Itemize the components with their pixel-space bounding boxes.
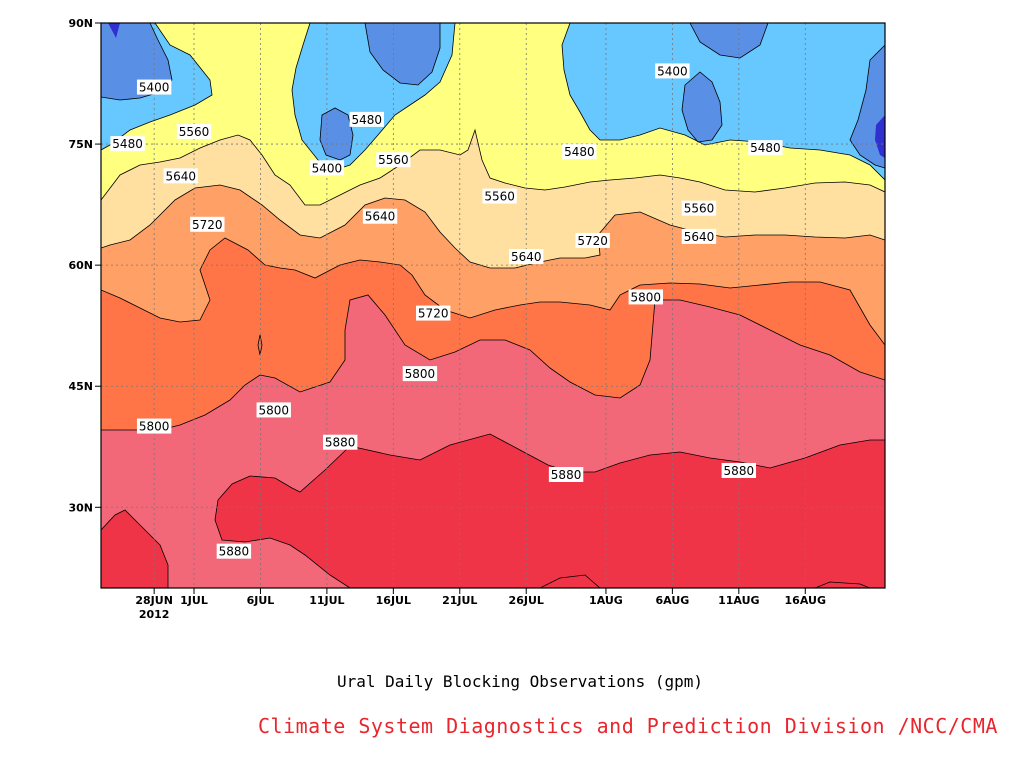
x-tick-label: 6AUG bbox=[655, 594, 689, 607]
contour-label: 5800 bbox=[631, 290, 662, 304]
contour-label-bg bbox=[721, 462, 757, 478]
contour-label: 5480 bbox=[351, 113, 382, 127]
contour-label-bg bbox=[349, 111, 384, 127]
contour-label: 5880 bbox=[724, 464, 755, 478]
contour-label: 5880 bbox=[219, 545, 250, 559]
contour-label: 5720 bbox=[577, 234, 608, 248]
x-tick-label: 1AUG bbox=[589, 594, 623, 607]
band-below-5400-center-left bbox=[320, 108, 353, 160]
contour-label-bg bbox=[562, 144, 597, 160]
contour-fills bbox=[101, 23, 885, 588]
contour-label-bg bbox=[322, 434, 358, 450]
contour-label: 5480 bbox=[750, 141, 781, 155]
contour-label-bg bbox=[628, 289, 664, 305]
x-tick-label: 16AUG bbox=[785, 594, 826, 607]
contour-label: 5640 bbox=[511, 250, 542, 264]
contour-label: 5800 bbox=[405, 367, 436, 381]
x-tick-label: 6JUL bbox=[247, 594, 275, 607]
contour-label-bg bbox=[509, 249, 544, 265]
contour-label: 5560 bbox=[484, 190, 515, 204]
contour-label-bg bbox=[110, 136, 145, 152]
contour-label-bg bbox=[136, 418, 172, 434]
contour-labels: 5400 5480 5560 5640 5720 5400 5480 5560 5640 5560… bbox=[110, 63, 783, 559]
contour-label-bg bbox=[575, 232, 610, 248]
contour-label: 5400 bbox=[312, 161, 343, 175]
contour-label-bg bbox=[309, 160, 345, 176]
grid-lines bbox=[101, 23, 885, 588]
y-axis: 90N 75N 60N 45N 30N bbox=[68, 17, 101, 514]
contour-label: 5480 bbox=[112, 137, 143, 151]
contour-label-bg bbox=[216, 543, 252, 559]
contour-label-bg bbox=[548, 467, 584, 482]
contour-label: 5560 bbox=[684, 202, 715, 216]
contour-label-bg bbox=[748, 140, 783, 156]
y-tick-label: 90N bbox=[68, 17, 93, 30]
contour-label-bg bbox=[376, 152, 411, 168]
band-below-5400-center-top bbox=[365, 23, 440, 85]
y-tick-label: 45N bbox=[68, 380, 93, 393]
contour-label-bg bbox=[655, 63, 690, 79]
contour-label: 5640 bbox=[165, 169, 196, 183]
contour-label: 5880 bbox=[551, 468, 582, 482]
band-above-5880-sw bbox=[101, 510, 168, 588]
y-tick-label: 30N bbox=[68, 501, 93, 514]
contour-label: 5560 bbox=[378, 153, 409, 167]
contour-label: 5720 bbox=[192, 218, 223, 232]
contour-label: 5400 bbox=[139, 81, 170, 95]
y-tick-label: 75N bbox=[68, 138, 93, 151]
plot-frame bbox=[100, 22, 886, 589]
band-deep-low-east bbox=[875, 115, 885, 158]
contour-label: 5640 bbox=[365, 210, 396, 224]
contour-label: 5880 bbox=[325, 436, 356, 450]
contour-label-bg bbox=[163, 168, 198, 184]
band-above-5880-bottom bbox=[540, 575, 600, 588]
contour-label-bg bbox=[176, 123, 212, 139]
contour-label-bg bbox=[256, 402, 291, 418]
contour-label-bg bbox=[482, 188, 517, 204]
contour-label-bg bbox=[362, 208, 398, 224]
band-below-5400-east bbox=[682, 72, 722, 142]
contour-label: 5800 bbox=[258, 403, 289, 417]
x-axis-label: Ural Daily Blocking Observations (gpm) bbox=[336, 672, 704, 691]
contour-label: 5560 bbox=[179, 125, 210, 139]
contour-label: 5640 bbox=[684, 230, 715, 244]
contour-label-bg bbox=[681, 200, 717, 216]
x-tick-label: 26JUL bbox=[509, 594, 544, 607]
x-tick-label: 11JUL bbox=[309, 594, 344, 607]
contour-label-bg bbox=[681, 228, 717, 244]
contour-label: 5800 bbox=[139, 420, 170, 434]
x-tick-label: 28JUN bbox=[135, 594, 173, 607]
contour-label-bg bbox=[416, 305, 451, 321]
contour-label-bg bbox=[136, 79, 172, 95]
band-5400-5480-right bbox=[562, 23, 885, 180]
credit-line: Climate System Diagnostics and Predictio… bbox=[258, 714, 998, 738]
y-tick-label: 60N bbox=[68, 259, 93, 272]
contour-label-bg bbox=[190, 216, 225, 232]
contour-label: 5720 bbox=[418, 307, 449, 321]
x-tick-sublabel: 2012 bbox=[139, 608, 170, 621]
band-below-5400-ne bbox=[690, 23, 768, 58]
x-tick-label: 1JUL bbox=[180, 594, 208, 607]
band-above-5880-bottom-right bbox=[815, 582, 870, 588]
x-tick-label: 11AUG bbox=[718, 594, 759, 607]
contour-label: 5400 bbox=[657, 64, 688, 78]
contour-label-bg bbox=[402, 366, 438, 382]
contour-label: 5480 bbox=[564, 145, 595, 159]
x-tick-label: 21JUL bbox=[442, 594, 477, 607]
band-deep-low-nw bbox=[108, 23, 120, 38]
x-tick-label: 16JUL bbox=[376, 594, 411, 607]
